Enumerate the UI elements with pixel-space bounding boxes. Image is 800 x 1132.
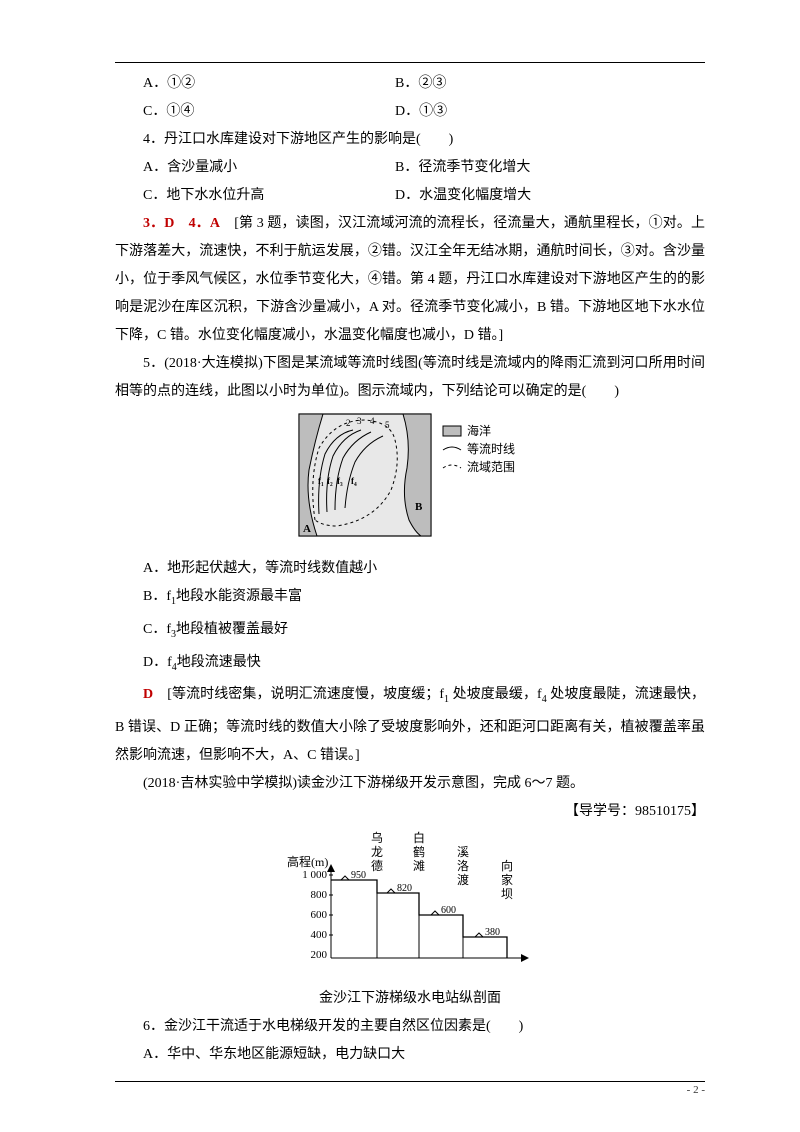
svg-text:600: 600 <box>441 905 456 916</box>
ans5-expl-1: [等流时线密集，说明汇流速度慢，坡度缓；f <box>153 687 444 702</box>
q5-opt-a: A．地形起伏越大，等流时线数值越小 <box>115 555 705 583</box>
q6-stem: 6．金沙江干流适于水电梯级开发的主要自然区位因素是( ) <box>115 1013 705 1041</box>
svg-text:3: 3 <box>357 416 362 426</box>
svg-text:B: B <box>415 501 423 513</box>
q5-figure: 2 3 4 5 f₁ f₂ f₃ f₄ A B 海洋 等流时线 流域范围 <box>115 410 705 551</box>
svg-text:龙: 龙 <box>371 845 383 859</box>
q3-opt-c: C．①④ <box>115 98 395 126</box>
q4-opt-c: C．地下水水位升高 <box>115 182 395 210</box>
svg-text:渡: 渡 <box>457 872 469 887</box>
svg-text:f₁: f₁ <box>318 476 324 486</box>
svg-text:4: 4 <box>370 416 375 426</box>
svg-text:2: 2 <box>346 418 351 428</box>
svg-text:坝: 坝 <box>501 887 513 901</box>
q4-opt-a: A．含沙量减小 <box>115 154 395 182</box>
svg-text:等流时线: 等流时线 <box>467 442 515 456</box>
p67-intro: (2018·吉林实验中学模拟)读金沙江下游梯级开发示意图，完成 6～7 题。 <box>115 770 705 798</box>
svg-text:200: 200 <box>311 949 328 961</box>
guide-number: 【导学号：98510175】 <box>115 798 705 826</box>
ans5-key: D <box>143 687 153 702</box>
ans4-key: 4．A <box>189 216 220 231</box>
svg-text:f₄: f₄ <box>351 476 357 486</box>
q5-opt-d: D．f4地段流速最快 <box>115 649 705 682</box>
svg-text:950: 950 <box>351 870 366 881</box>
q4-opt-b: B．径流季节变化增大 <box>395 154 705 182</box>
svg-text:海洋: 海洋 <box>467 423 491 438</box>
svg-text:f₂: f₂ <box>327 476 333 486</box>
q3-opt-a: A．①② <box>115 70 395 98</box>
svg-text:1 000: 1 000 <box>302 869 327 881</box>
svg-text:A: A <box>303 523 311 535</box>
q5-stem: 5．(2018·大连模拟)下图是某流域等流时线图(等流时线是流域内的降雨汇流到河… <box>115 350 705 406</box>
svg-text:溪: 溪 <box>457 845 469 859</box>
svg-text:白: 白 <box>413 830 425 845</box>
svg-text:820: 820 <box>397 883 412 894</box>
svg-text:高程(m): 高程(m) <box>287 854 328 869</box>
p67-caption: 金沙江下游梯级水电站纵剖面 <box>115 985 705 1013</box>
svg-text:f₃: f₃ <box>337 476 343 486</box>
svg-text:800: 800 <box>311 889 328 901</box>
q5-opt-c: C．f3地段植被覆盖最好 <box>115 616 705 649</box>
svg-text:德: 德 <box>371 858 383 873</box>
q4-opt-d: D．水温变化幅度增大 <box>395 182 705 210</box>
p67-chart: 高程(m) 1 000 800 600 400 200 <box>115 830 705 981</box>
q3-opt-b: B．②③ <box>395 70 705 98</box>
svg-text:600: 600 <box>311 909 328 921</box>
svg-text:380: 380 <box>485 927 500 938</box>
q6-opt-a: A．华中、华东地区能源短缺，电力缺口大 <box>115 1041 705 1069</box>
svg-text:家: 家 <box>501 872 513 887</box>
q3-opt-d: D．①③ <box>395 98 705 126</box>
ans34-explanation: [第 3 题，读图，汉江流域河流的流程长，径流量大，通航里程长，①对。上下游落差… <box>115 216 705 343</box>
page-footer: - 2 - <box>115 1081 705 1096</box>
svg-text:流域范围: 流域范围 <box>467 460 515 474</box>
q4-stem: 4．丹江口水库建设对下游地区产生的影响是( ) <box>115 126 705 154</box>
svg-text:5: 5 <box>385 420 390 430</box>
q5-opt-b: B．f1地段水能资源最丰富 <box>115 583 705 616</box>
svg-text:向: 向 <box>501 858 513 873</box>
ans3-key: 3．D <box>143 216 174 231</box>
svg-text:400: 400 <box>311 929 328 941</box>
svg-text:滩: 滩 <box>413 859 425 873</box>
svg-text:洛: 洛 <box>457 858 469 873</box>
svg-text:乌: 乌 <box>371 830 383 845</box>
page-number: - 2 - <box>687 1084 705 1096</box>
svg-text:鹤: 鹤 <box>413 844 425 859</box>
